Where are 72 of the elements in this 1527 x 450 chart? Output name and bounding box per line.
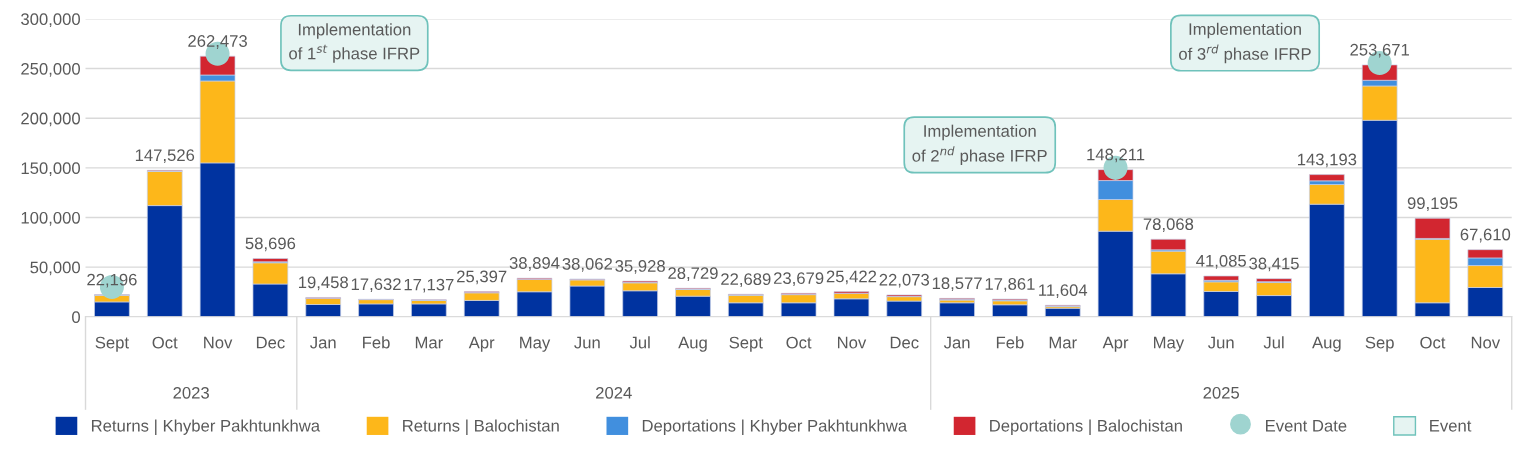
total-label: 38,894 — [509, 257, 560, 271]
total-label: 17,137 — [404, 278, 454, 293]
total-label: 262,473 — [188, 35, 247, 49]
text: 2023 — [173, 386, 209, 399]
x-tick-label: May — [520, 336, 551, 352]
total-label: 22,073 — [879, 273, 930, 288]
y-tick-label: 0 — [72, 311, 80, 323]
x-tick-label: Nov — [1471, 336, 1501, 349]
x-tick-label: Jul — [629, 336, 650, 349]
y-tick-label: 300,000 — [21, 13, 81, 28]
y-tick-label: 50,000 — [30, 261, 80, 276]
total-label: 25,397 — [457, 270, 507, 285]
x-tick-label: Apr — [1102, 336, 1129, 352]
total-label: 18,577 — [932, 277, 982, 292]
total-label: 41,085 — [1196, 254, 1246, 269]
total-label: 17,632 — [351, 278, 401, 293]
y-tick-label: 250,000 — [21, 62, 81, 77]
total-label: 28,729 — [668, 267, 718, 281]
text: 2025 — [1203, 386, 1240, 399]
total-label: 143,193 — [1298, 153, 1357, 168]
total-label: 253,671 — [1350, 43, 1409, 58]
annotation: Implementation of 2$^{nd}$ phase IFRP — [912, 124, 1047, 166]
total-label: 22,689 — [721, 273, 771, 287]
x-tick-label: Apr — [468, 336, 495, 352]
legend-label: Returns | Khyber Pakhtunkhwa — [91, 419, 321, 435]
x-tick-label: Feb — [363, 336, 390, 349]
total-label: 78,068 — [1143, 218, 1194, 232]
annotation: Implementation of 3$^{rd}$ phase IFRP — [1179, 22, 1311, 64]
x-tick-label: Dec — [890, 336, 919, 349]
total-label: 147,526 — [135, 149, 195, 164]
x-tick-label: Jan — [310, 336, 336, 349]
text: 2024 — [596, 386, 632, 399]
x-tick-label: Sept — [729, 336, 763, 352]
total-label: 58,696 — [245, 237, 296, 252]
x-tick-label: Sep — [1365, 336, 1394, 352]
legend-label: Deportations | Balochistan — [990, 419, 1182, 435]
legend-label: Returns | Balochistan — [403, 419, 559, 435]
total-label: 23,679 — [773, 272, 824, 286]
x-tick-label: Jan — [943, 336, 970, 349]
total-label: 35,928 — [615, 260, 665, 274]
x-tick-label: Oct — [1420, 336, 1446, 349]
total-label: 25,422 — [826, 270, 877, 285]
total-label: 17,861 — [985, 278, 1035, 292]
x-tick-label: Oct — [786, 336, 812, 349]
x-tick-label: Feb — [996, 336, 1024, 349]
legend-label: Event Date — [1266, 420, 1347, 432]
total-label: 99,195 — [1407, 197, 1458, 212]
x-tick-label: Mar — [415, 336, 443, 349]
total-label: 67,610 — [1460, 228, 1511, 243]
total-label: 38,062 — [562, 257, 612, 272]
x-tick-label: Jun — [1208, 336, 1234, 349]
x-tick-label: Nov — [837, 336, 867, 349]
x-tick-label: Jun — [574, 336, 600, 349]
x-tick-label: Sept — [95, 336, 129, 352]
x-tick-label: Dec — [256, 336, 285, 349]
x-tick-label: Aug — [678, 336, 707, 352]
total-label: 11,604 — [1039, 284, 1088, 298]
x-tick-label: Aug — [1312, 336, 1341, 352]
y-tick-label: 150,000 — [21, 162, 81, 177]
x-tick-label: Nov — [204, 336, 233, 349]
legend-label: Deportations | Khyber Pakhtunkhwa — [642, 419, 908, 435]
y-tick-label: 200,000 — [21, 112, 81, 127]
total-label: 148,211 — [1087, 148, 1145, 163]
x-tick-label: May — [1154, 336, 1185, 352]
y-tick-label: 100,000 — [21, 211, 81, 226]
legend-label: Event — [1430, 420, 1472, 432]
total-label: 19,458 — [299, 276, 348, 291]
x-tick-label: Oct — [152, 336, 178, 349]
total-label: 38,415 — [1249, 257, 1299, 272]
annotation: Implementation of 1$^{st}$ phase IFRP — [289, 23, 420, 63]
x-tick-label: Mar — [1049, 336, 1077, 349]
x-tick-label: Jul — [1263, 336, 1284, 349]
